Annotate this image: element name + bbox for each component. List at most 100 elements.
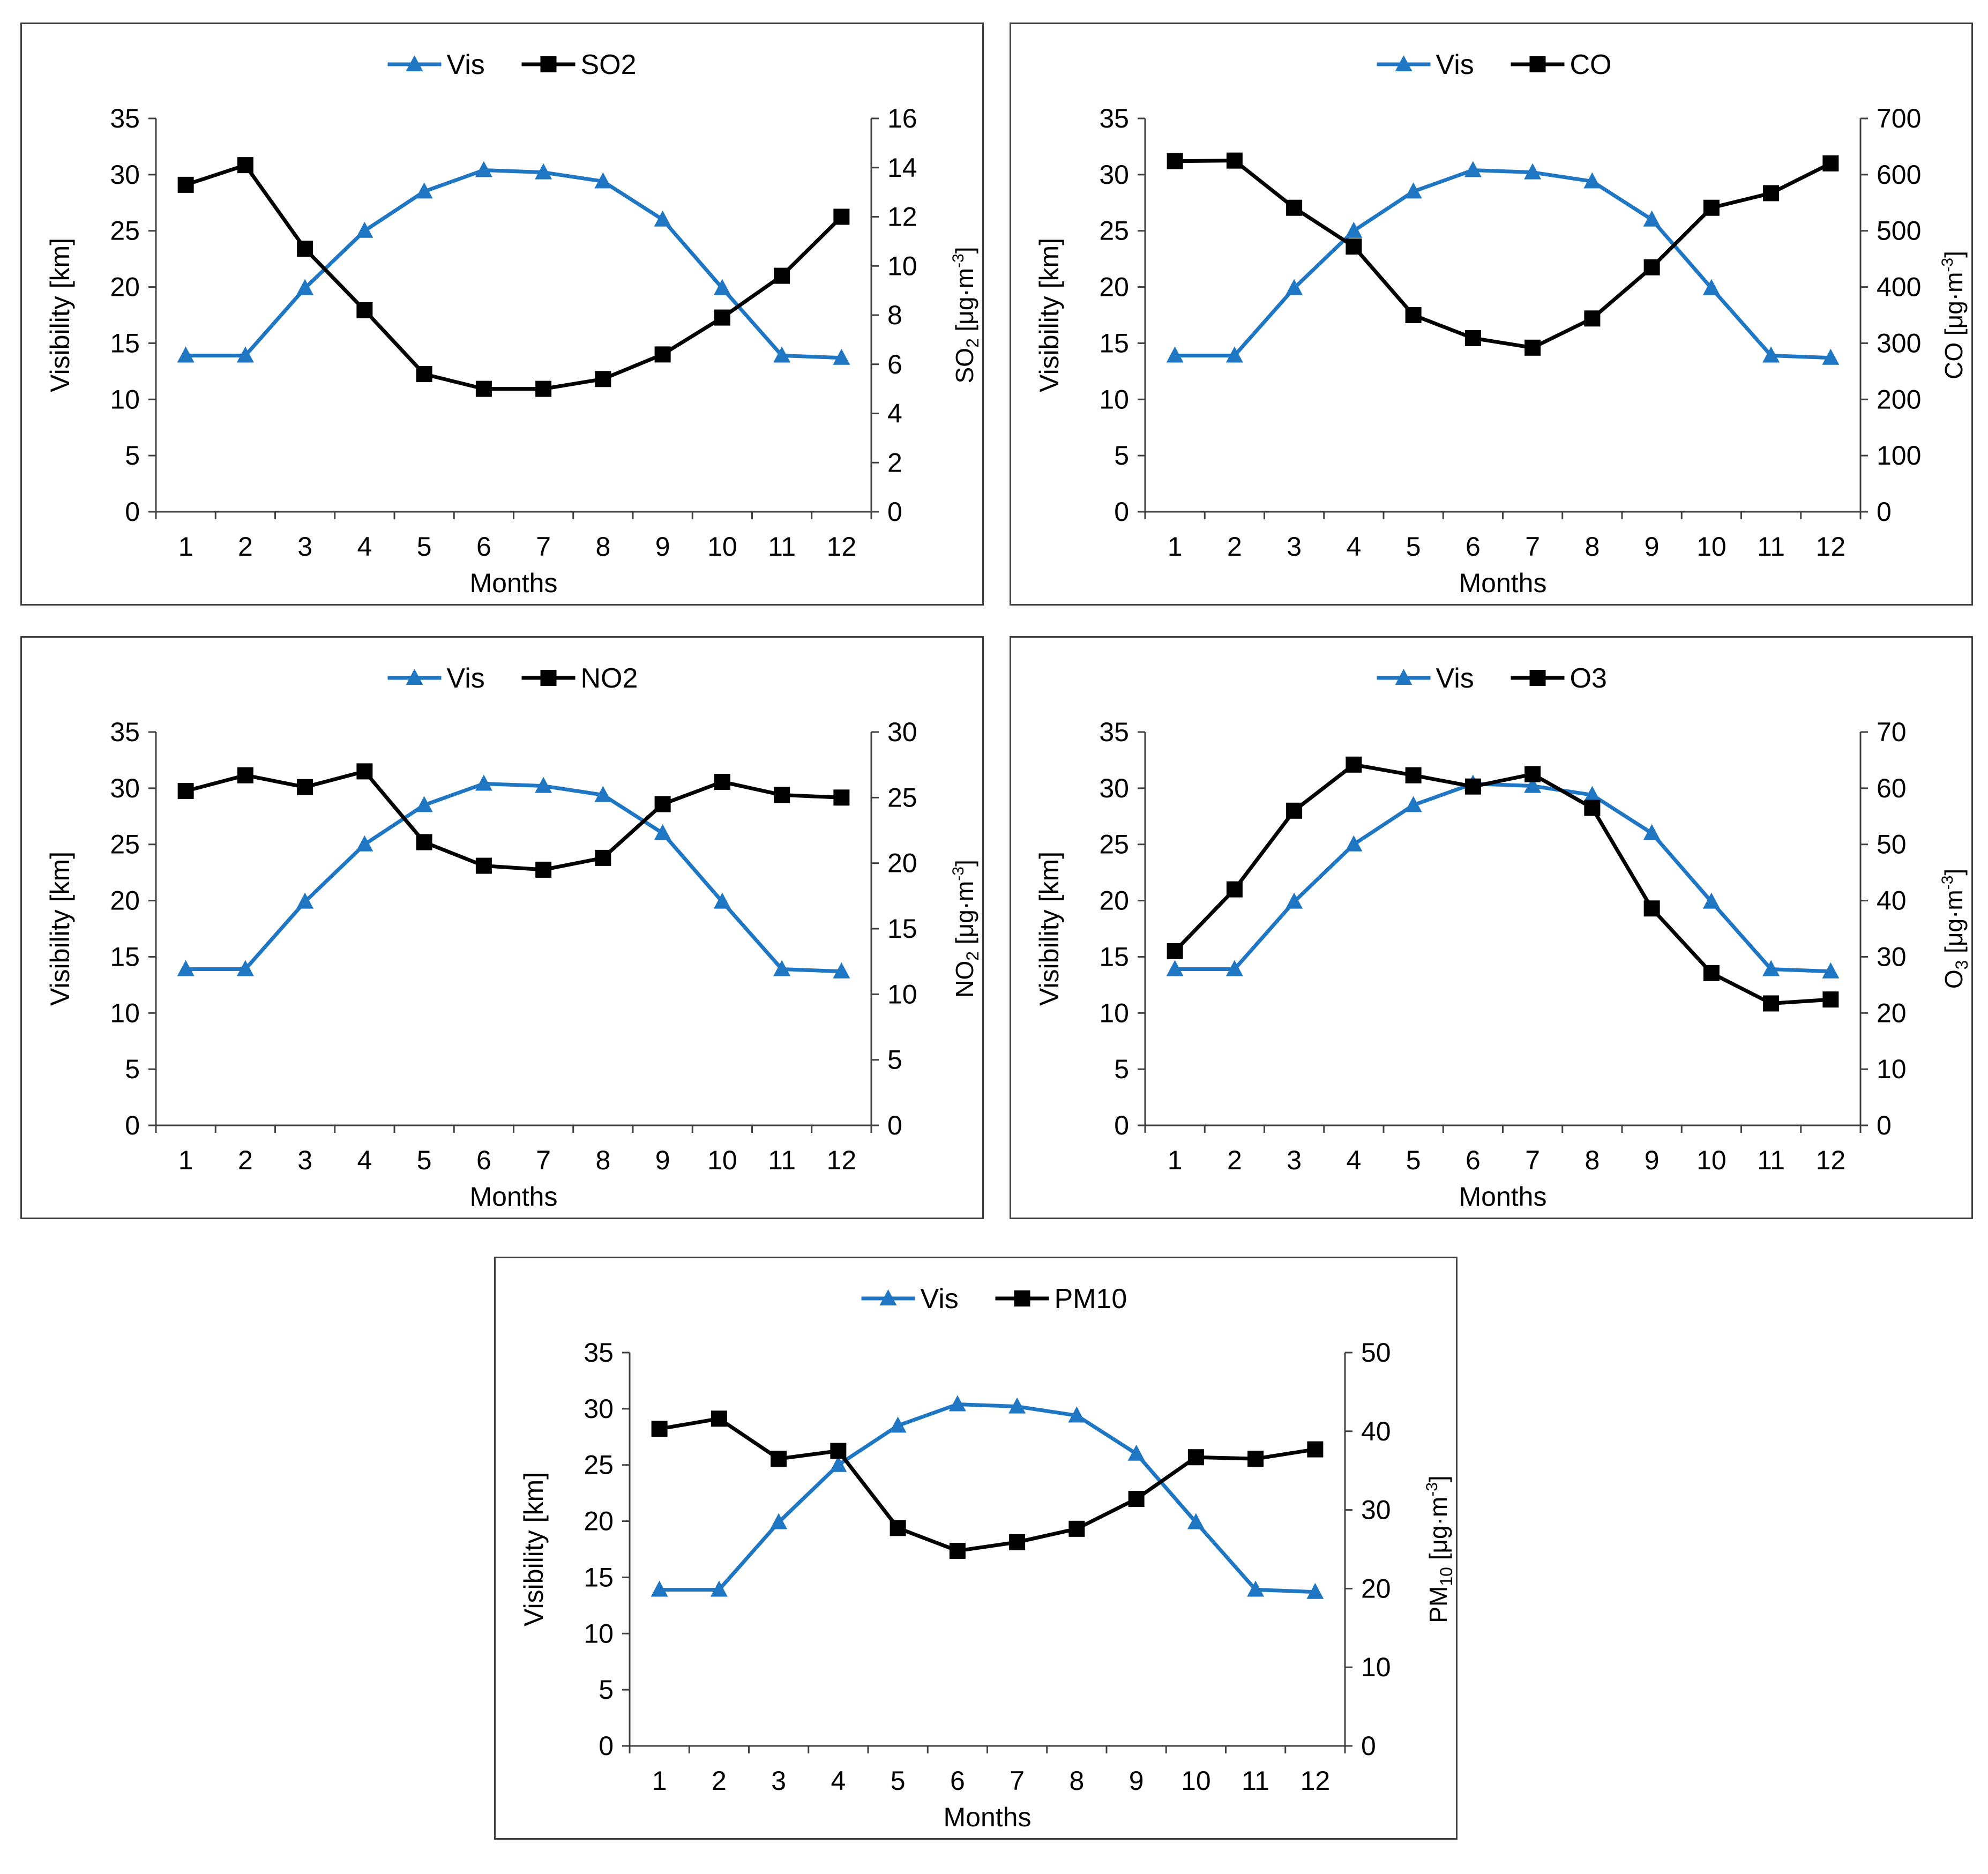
data-point-no2 [654, 796, 671, 812]
x-tick-label: 5 [891, 1766, 906, 1796]
data-point-vis [177, 960, 195, 976]
y-tick-label-right: 20 [887, 848, 917, 878]
x-tick-label: 9 [655, 1145, 670, 1175]
y-tick-label-right: 4 [887, 399, 902, 429]
data-point-vis [1643, 824, 1661, 840]
data-point-so2 [177, 176, 194, 193]
data-point-o3 [1226, 881, 1243, 898]
x-tick-label: 11 [1757, 1145, 1785, 1175]
data-point-vis [415, 182, 433, 199]
data-point-vis [296, 279, 314, 295]
x-tick-label: 12 [1301, 1766, 1331, 1796]
y2-label-close: ] [1940, 251, 1968, 258]
data-point-so2 [416, 366, 432, 383]
x-tick-label: 1 [1168, 1145, 1183, 1175]
y-tick-label-left: 25 [1099, 216, 1129, 246]
x-tick-label: 8 [1585, 1145, 1600, 1175]
x-tick-label: 10 [1696, 1145, 1727, 1175]
series-line-no2 [185, 769, 842, 872]
x-axis-title: Months [1459, 568, 1547, 598]
legend-marker-vis [406, 55, 423, 71]
data-point-no2 [535, 861, 552, 878]
legend-label-pm10: PM10 [1055, 1283, 1127, 1315]
x-tick-label: 11 [768, 1145, 796, 1175]
data-point-vis [1583, 786, 1601, 802]
legend-label-so2: SO2 [581, 49, 637, 80]
x-tick-label: 4 [1346, 1145, 1361, 1175]
y-tick-label-left: 15 [110, 328, 140, 358]
data-point-so2 [774, 267, 790, 284]
data-point-vis [1286, 892, 1303, 909]
data-point-so2 [714, 309, 730, 326]
y-tick-label-left: 10 [110, 384, 140, 414]
x-tick-label: 9 [1645, 532, 1660, 562]
data-point-vis [1524, 163, 1542, 180]
data-point-vis [594, 172, 612, 189]
x-tick-label: 5 [1406, 1145, 1421, 1175]
series-line-vis [659, 1402, 1316, 1594]
data-point-so2 [356, 302, 373, 318]
legend-marker-o3 [1529, 670, 1546, 686]
data-point-vis [475, 774, 492, 791]
data-point-co [1286, 199, 1303, 216]
data-point-vis [770, 1513, 788, 1529]
y-axis-title-left: Visibility [km] [519, 1472, 549, 1626]
y-axis-title-right: SO2 [μg·m-3] [950, 247, 982, 383]
data-point-vis [1306, 1582, 1324, 1599]
y2-label-main: SO [951, 348, 978, 383]
data-point-vis [1404, 796, 1422, 812]
data-point-vis [654, 210, 671, 227]
legend-marker-so2 [540, 56, 557, 72]
y2-label-superscript: -3 [950, 867, 967, 881]
y-tick-label-left: 20 [1099, 272, 1129, 302]
y-tick-label-right: 100 [1877, 440, 1921, 471]
x-tick-label: 3 [297, 1145, 312, 1175]
y2-label-close: ] [951, 860, 978, 867]
y-tick-label-right: 50 [1361, 1338, 1391, 1368]
x-tick-label: 1 [178, 1145, 193, 1175]
data-point-o3 [1584, 800, 1601, 816]
data-point-vis [1166, 346, 1184, 363]
y-tick-label-left: 0 [599, 1731, 614, 1761]
y2-label-unit: [μg·m [1940, 272, 1968, 342]
y-tick-label-right: 0 [887, 1110, 902, 1140]
y2-label-subscript: 10 [1437, 1567, 1456, 1586]
data-point-vis [1822, 962, 1840, 979]
y-tick-label-left: 20 [1099, 886, 1129, 916]
y-tick-label-left: 0 [125, 1110, 140, 1140]
y-tick-label-left: 30 [1099, 160, 1129, 190]
y-tick-label-left: 15 [1099, 328, 1129, 358]
x-tick-label: 8 [595, 1145, 610, 1175]
y-tick-label-left: 25 [110, 830, 140, 860]
data-point-vis [1404, 182, 1422, 199]
y2-label-subscript: 2 [963, 338, 982, 348]
data-point-vis [1345, 835, 1363, 852]
data-point-no2 [475, 857, 492, 874]
x-tick-label: 4 [831, 1766, 846, 1796]
data-point-vis [773, 346, 791, 363]
series-line-vis [1175, 781, 1831, 974]
x-tick-label: 11 [768, 532, 796, 562]
series-line-so2 [185, 163, 843, 391]
data-point-so2 [475, 380, 492, 397]
data-point-o3 [1405, 767, 1422, 783]
y-tick-label-left: 10 [584, 1618, 614, 1648]
y-tick-label-right: 30 [887, 717, 917, 747]
legend-label-vis: Vis [447, 663, 485, 694]
y-axis-title-right: PM10 [μg·m-3] [1423, 1475, 1456, 1623]
data-point-no2 [833, 789, 850, 806]
y-axis-title-left: Visibility [km] [45, 852, 75, 1006]
y-tick-label-right: 25 [887, 782, 917, 812]
y-tick-label-left: 25 [1099, 830, 1129, 860]
data-point-so2 [237, 157, 253, 174]
data-point-co [1226, 152, 1243, 169]
data-point-vis [296, 892, 314, 909]
legend-label-o3: O3 [1570, 663, 1607, 694]
legend-label-no2: NO2 [581, 663, 638, 694]
x-tick-label: 2 [238, 1145, 253, 1175]
data-point-pm10 [1187, 1449, 1204, 1466]
y-tick-label-left: 35 [1099, 717, 1129, 747]
data-point-co [1763, 185, 1780, 201]
legend-label-vis: Vis [1436, 49, 1474, 80]
